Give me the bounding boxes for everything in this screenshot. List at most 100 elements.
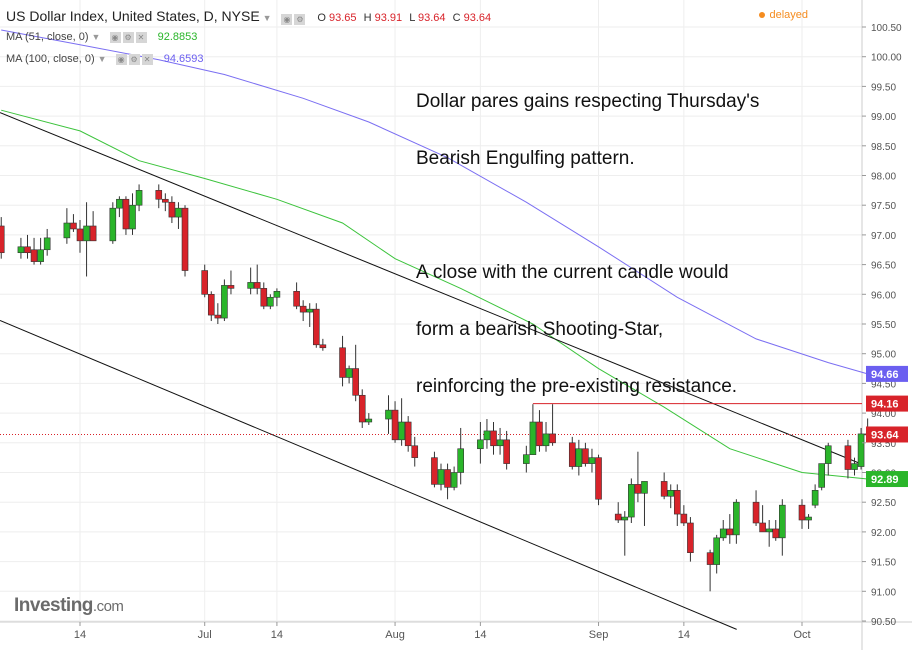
candle xyxy=(76,220,84,253)
gear-icon[interactable]: ⚙ xyxy=(128,54,140,66)
ohlc-close-value: 93.64 xyxy=(463,12,492,24)
candle xyxy=(660,472,668,500)
candle xyxy=(162,193,169,212)
eye-icon[interactable]: ◉ xyxy=(115,54,127,66)
ma51-value: 92.8853 xyxy=(157,31,198,43)
candle-body xyxy=(129,204,136,230)
ohlc-low-key: L xyxy=(409,12,415,24)
candle-body xyxy=(772,528,780,539)
close-icon[interactable]: ✕ xyxy=(135,32,147,44)
candle-body xyxy=(247,282,254,289)
candle xyxy=(306,303,314,327)
candle-body xyxy=(765,528,773,533)
candle-body xyxy=(713,537,720,565)
candle xyxy=(30,237,38,265)
candle xyxy=(523,445,530,473)
candle-body xyxy=(595,457,602,500)
candle xyxy=(759,505,766,533)
price-badge-label: 94.16 xyxy=(871,399,899,411)
y-tick-label: 92.00 xyxy=(871,528,896,539)
chevron-down-icon[interactable]: ▼ xyxy=(91,32,101,42)
candle xyxy=(260,282,268,310)
eye-icon[interactable]: ◉ xyxy=(109,32,121,44)
annotation-line-4: form a bearish Shooting-Star, xyxy=(416,319,664,340)
ohlc-high-value: 93.91 xyxy=(374,12,403,24)
candle xyxy=(352,344,359,402)
ohlc-high-key: H xyxy=(363,12,372,24)
logo-suffix: .com xyxy=(92,598,124,615)
delayed-label: delayed xyxy=(769,9,808,21)
candle xyxy=(713,534,720,574)
gear-icon[interactable]: ⚙ xyxy=(294,14,306,26)
y-tick-label: 96.50 xyxy=(871,261,896,272)
price-badges: 94.66 94.16 93.64 92.89 xyxy=(866,365,908,488)
candle xyxy=(339,335,346,387)
candle xyxy=(582,442,589,467)
candle-body xyxy=(680,513,688,524)
candle xyxy=(319,338,327,351)
price-badge: 94.16 xyxy=(866,395,908,412)
candle-body xyxy=(221,285,228,319)
y-tick-label: 100.50 xyxy=(871,23,902,34)
candle xyxy=(365,413,373,425)
candle-body xyxy=(358,394,366,423)
candle xyxy=(483,419,491,449)
candle xyxy=(437,463,445,491)
ma51-legend[interactable]: MA (51, close, 0) ▼ ◉ ⚙ ✕ 92.8853 xyxy=(6,31,198,44)
gear-icon[interactable]: ⚙ xyxy=(122,32,134,44)
chart-title[interactable]: US Dollar Index, United States, D, NYSE xyxy=(6,8,260,24)
candle xyxy=(641,481,648,526)
candle xyxy=(595,454,602,506)
candle-body xyxy=(851,463,858,470)
candle xyxy=(680,505,688,526)
candle-body xyxy=(490,430,497,447)
y-tick-label: 94.00 xyxy=(871,409,896,420)
candle-body xyxy=(352,368,359,396)
candle-body xyxy=(168,201,176,218)
price-badge: 92.89 xyxy=(866,471,908,488)
candle-body xyxy=(253,282,261,289)
candle-body xyxy=(76,228,84,242)
candle-body xyxy=(70,222,77,230)
candle-body xyxy=(503,439,510,464)
close-icon[interactable]: ✕ xyxy=(141,54,153,66)
candle xyxy=(168,196,176,224)
candle-body xyxy=(726,528,734,536)
chevron-down-icon[interactable]: ▼ xyxy=(97,54,107,64)
candle-body xyxy=(457,448,464,473)
candle-body xyxy=(811,490,819,506)
chart-annotation: Dollar pares gains respecting Thursday's… xyxy=(416,54,759,415)
candle xyxy=(818,463,825,491)
annotation-line-3: A close with the current candle would xyxy=(416,262,729,283)
ma51-line xyxy=(1,109,868,480)
candle xyxy=(628,478,635,523)
candle xyxy=(706,549,714,592)
candle-body xyxy=(824,445,832,464)
candle xyxy=(214,303,222,324)
candle-body xyxy=(267,296,274,307)
channel-upper-line xyxy=(0,112,863,465)
chart-lines xyxy=(0,29,868,630)
investing-logo: Investing.com xyxy=(14,595,124,617)
candle-body xyxy=(549,433,556,444)
x-tick-label: Sep xyxy=(589,629,609,641)
ma100-value: 94.6593 xyxy=(163,53,204,65)
eye-icon[interactable]: ◉ xyxy=(281,14,293,26)
candle xyxy=(273,288,281,307)
candle xyxy=(779,499,786,556)
candle-body xyxy=(299,305,307,313)
chevron-down-icon[interactable]: ▼ xyxy=(262,13,272,23)
candle-body xyxy=(628,484,635,518)
ohlc-low-value: 93.64 xyxy=(417,12,446,24)
candle-body xyxy=(660,481,668,497)
ma100-legend[interactable]: MA (100, close, 0) ▼ ◉ ⚙ ✕ 94.6593 xyxy=(6,53,204,66)
y-tick-label: 98.00 xyxy=(871,172,896,183)
price-badge-label: 92.89 xyxy=(871,474,899,486)
candle-body xyxy=(201,270,209,295)
candle xyxy=(575,439,583,476)
candle xyxy=(116,196,123,218)
candle-body xyxy=(588,457,596,464)
candle-body xyxy=(431,457,438,485)
candle xyxy=(63,208,71,244)
